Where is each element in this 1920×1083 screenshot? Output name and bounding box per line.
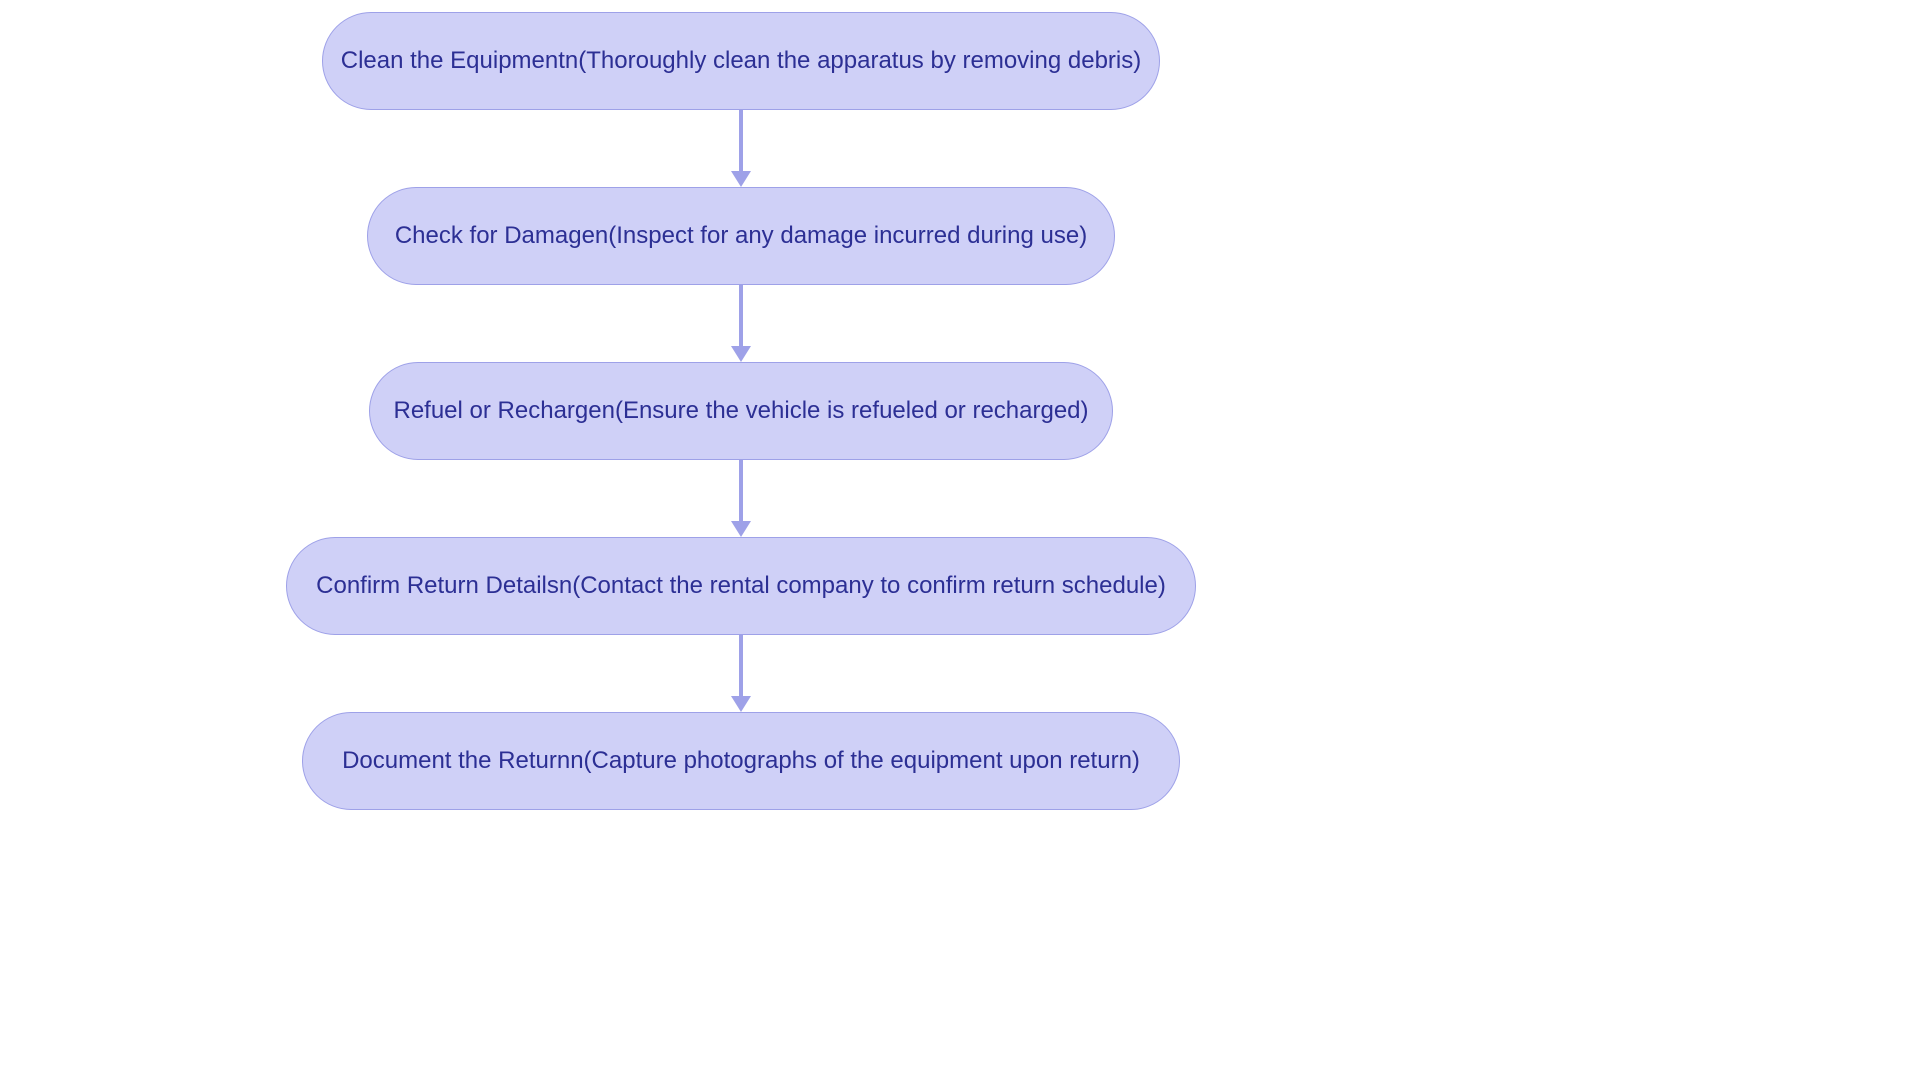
flow-node-confirm: Confirm Return Detailsn(Contact the rent…	[286, 537, 1196, 635]
flow-node-refuel: Refuel or Rechargen(Ensure the vehicle i…	[369, 362, 1113, 460]
flow-node-clean: Clean the Equipmentn(Thoroughly clean th…	[322, 12, 1160, 110]
flow-node-damage: Check for Damagen(Inspect for any damage…	[367, 187, 1115, 285]
flowchart-canvas: { "flowchart": { "type": "flowchart", "b…	[0, 0, 1920, 1083]
flow-node-document: Document the Returnn(Capture photographs…	[302, 712, 1180, 810]
